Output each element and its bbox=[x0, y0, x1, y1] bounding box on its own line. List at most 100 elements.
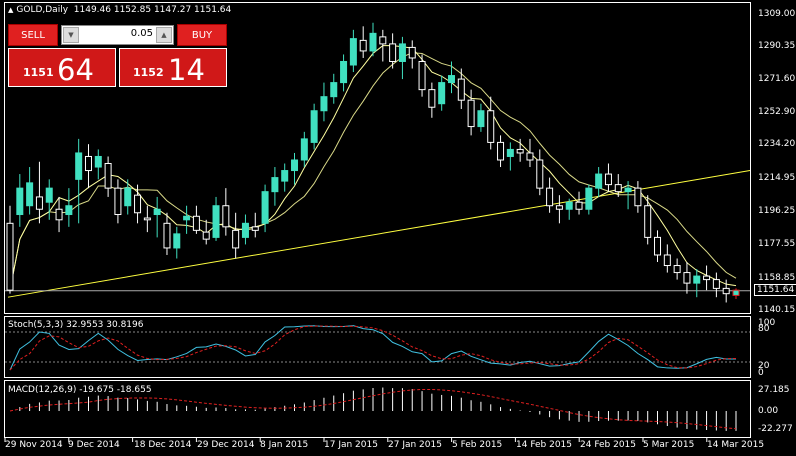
candle-body bbox=[241, 222, 249, 238]
candle-body bbox=[163, 222, 171, 249]
stoch-signal-line bbox=[9, 325, 737, 371]
candle-body bbox=[192, 215, 200, 231]
price-scale-label: 1234.20 bbox=[758, 139, 796, 149]
candle-body bbox=[45, 187, 53, 203]
candle-body bbox=[526, 152, 534, 161]
candle-body bbox=[232, 229, 240, 249]
candle-body bbox=[585, 187, 593, 210]
stoch-level: 100 bbox=[758, 318, 776, 328]
candle-body bbox=[330, 82, 338, 98]
buy-quote[interactable]: 1152 14 bbox=[119, 48, 227, 87]
candle-body bbox=[732, 289, 740, 296]
time-axis-label: 9 Dec 2014 bbox=[68, 440, 120, 450]
candle-body bbox=[55, 208, 63, 221]
candle-body bbox=[369, 32, 377, 52]
candle-body bbox=[722, 287, 730, 295]
candle-body bbox=[516, 148, 524, 154]
candle-body bbox=[173, 233, 181, 249]
candle-body bbox=[84, 155, 92, 172]
macd-signal-line bbox=[9, 388, 737, 430]
lot-increase-icon[interactable]: ▲ bbox=[156, 27, 172, 43]
stoch-main-line bbox=[9, 325, 736, 371]
lot-size-value[interactable]: 0.05 bbox=[130, 28, 153, 39]
candle-body bbox=[546, 187, 554, 207]
candle-body bbox=[26, 182, 34, 207]
high-value: 1152.85 bbox=[113, 5, 152, 15]
time-axis-label: 14 Mar 2015 bbox=[707, 440, 765, 450]
price-scale-label: 1290.35 bbox=[758, 41, 796, 51]
candle-body bbox=[212, 205, 220, 238]
candle-body bbox=[16, 187, 24, 216]
stoch-level: 20 bbox=[758, 361, 770, 371]
candle-body bbox=[467, 99, 475, 128]
close-value: 1151.64 bbox=[194, 5, 232, 15]
candle-body bbox=[634, 187, 642, 207]
buy-price-prefix: 1152 bbox=[133, 66, 164, 79]
macd-level: 0.00 bbox=[758, 406, 779, 416]
candle-body bbox=[536, 159, 544, 189]
time-axis-label: 8 Jan 2015 bbox=[260, 440, 309, 450]
time-axis-label: 29 Nov 2014 bbox=[5, 440, 63, 450]
candle-body bbox=[428, 89, 436, 108]
macd-level: -22.277 bbox=[758, 424, 793, 434]
candle-body bbox=[604, 173, 612, 186]
candle-body bbox=[349, 38, 357, 66]
candle-body bbox=[447, 75, 455, 84]
lot-size-input[interactable]: ▼ 0.05 ▲ bbox=[61, 25, 174, 45]
candle-body bbox=[477, 110, 485, 128]
candle-body bbox=[624, 187, 632, 193]
macd-label: MACD(12,26,9) -19.675 -18.655 bbox=[8, 385, 152, 395]
candle-body bbox=[457, 78, 465, 101]
candle-body bbox=[94, 155, 102, 168]
candle-body bbox=[310, 110, 318, 143]
open-value: 1149.46 bbox=[73, 5, 111, 15]
price-scale-label: 1252.90 bbox=[758, 107, 796, 117]
sell-button[interactable]: SELL bbox=[8, 24, 58, 46]
candle-body bbox=[359, 39, 367, 52]
price-scale-label: 1309.00 bbox=[758, 9, 796, 19]
price-scale-label: 1158.85 bbox=[758, 273, 796, 283]
candle-body bbox=[408, 46, 416, 59]
candle-body bbox=[75, 152, 83, 180]
triangle-icon[interactable]: ▲ bbox=[8, 6, 14, 14]
candle-body bbox=[398, 43, 406, 62]
sell-quote[interactable]: 1151 64 bbox=[8, 48, 116, 87]
candle-body bbox=[575, 201, 583, 210]
candle-body bbox=[291, 159, 299, 172]
buy-price-pips: 14 bbox=[168, 53, 205, 87]
time-axis-label: 24 Feb 2015 bbox=[580, 440, 637, 450]
price-scale-label: 1214.95 bbox=[758, 173, 796, 183]
candle-body bbox=[654, 236, 662, 256]
candle-body bbox=[595, 173, 603, 189]
candle-body bbox=[251, 226, 259, 231]
price-scale-label: 1140.15 bbox=[758, 305, 796, 315]
candle-body bbox=[712, 279, 720, 289]
stoch-level: 80 bbox=[758, 324, 770, 334]
candle-body bbox=[114, 187, 122, 216]
candle-body bbox=[389, 43, 397, 62]
candle-body bbox=[281, 170, 289, 182]
low-value: 1147.27 bbox=[153, 5, 192, 15]
candle-body bbox=[340, 60, 348, 84]
chart-header: ▲ GOLD,Daily 1149.46 1152.85 1147.27 1151… bbox=[8, 5, 231, 15]
sell-price-pips: 64 bbox=[57, 53, 94, 87]
stoch-level: 0 bbox=[758, 368, 764, 378]
candle-body bbox=[565, 201, 573, 210]
candle-body bbox=[261, 191, 269, 224]
candle-body bbox=[703, 275, 711, 281]
lot-decrease-icon[interactable]: ▼ bbox=[63, 27, 79, 43]
candle-body bbox=[222, 205, 230, 228]
candle-body bbox=[663, 254, 671, 267]
buy-button[interactable]: BUY bbox=[177, 24, 227, 46]
price-scale-label: 1271.60 bbox=[758, 74, 796, 84]
candle-body bbox=[614, 184, 622, 193]
stoch-label: Stoch(5,3,3) 32.9553 30.8196 bbox=[8, 320, 144, 330]
candle-body bbox=[555, 205, 563, 210]
time-axis-label: 5 Mar 2015 bbox=[643, 440, 695, 450]
candle-body bbox=[497, 141, 505, 161]
candle-body bbox=[271, 177, 279, 193]
moving-average-line bbox=[9, 52, 737, 291]
candle-body bbox=[183, 215, 191, 221]
time-axis-label: 29 Dec 2014 bbox=[197, 440, 255, 450]
